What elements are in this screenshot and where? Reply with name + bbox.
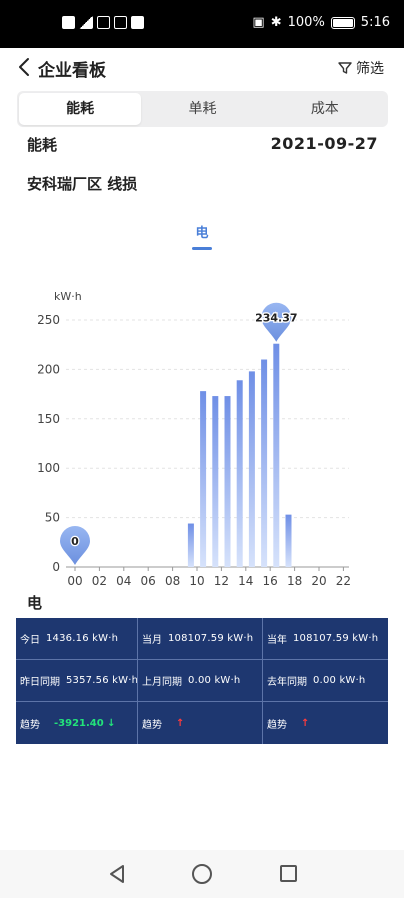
stats-value: 0.00 kW·h xyxy=(313,675,366,686)
chart-bar xyxy=(212,396,219,567)
stats-cell: 今日 1436.16 kW·h xyxy=(16,618,138,660)
battery-percent: 100% xyxy=(287,15,325,30)
energy-type-tab-electricity[interactable]: 电 xyxy=(195,226,209,241)
stats-cell: 当年 108107.59 kW·h xyxy=(263,618,388,660)
tab-energy[interactable]: 能耗 xyxy=(19,93,142,125)
nav-recents-icon[interactable] xyxy=(280,865,297,882)
stats-value: 5357.56 kW·h xyxy=(66,675,138,686)
y-tick-label: 0 xyxy=(52,560,60,574)
trend-value-down: -3921.40 ↓ xyxy=(54,717,116,729)
date-selector[interactable]: 2021-09-27 xyxy=(270,134,378,153)
app-notification-icon xyxy=(97,16,110,29)
category-tabs: 能耗 单耗 成本 xyxy=(17,91,388,127)
y-tick-label: 150 xyxy=(37,412,60,426)
tab-cost[interactable]: 成本 xyxy=(310,101,339,117)
stats-cell: 趋势 ↑ xyxy=(138,702,263,744)
stats-label: 趋势 xyxy=(142,719,162,731)
min-value-marker: 0 xyxy=(60,526,90,565)
x-tick-label: 08 xyxy=(165,574,180,588)
x-tick-label: 06 xyxy=(141,574,156,588)
x-tick-label: 14 xyxy=(238,574,253,588)
active-tab-underline xyxy=(192,247,212,250)
x-tick-label: 12 xyxy=(214,574,229,588)
status-icons-left xyxy=(62,16,144,29)
app-header: 企业看板 筛选 xyxy=(0,48,404,86)
stats-cell: 上月同期 0.00 kW·h xyxy=(138,660,263,702)
chart-bar xyxy=(236,380,243,567)
chart-bar xyxy=(187,523,194,567)
max-value-marker: 234.37 xyxy=(254,302,299,342)
stats-cell: 昨日同期 5357.56 kW·h xyxy=(16,660,138,702)
stats-cell: 当月 108107.59 kW·h xyxy=(138,618,263,660)
x-tick-label: 20 xyxy=(311,574,326,588)
page-title: 企业看板 xyxy=(38,61,106,81)
message-notification-icon xyxy=(131,16,144,29)
stats-label: 去年同期 xyxy=(267,677,307,688)
tab-unit-consumption[interactable]: 单耗 xyxy=(188,101,217,117)
nav-home-icon[interactable] xyxy=(192,864,212,884)
status-icons-right: ▣ ✱ 100% 5:16 xyxy=(252,15,390,30)
sim-icon xyxy=(62,16,75,29)
marker-label: 234.37 xyxy=(255,312,297,325)
y-tick-label: 50 xyxy=(45,511,60,525)
stats-table: 今日 1436.16 kW·h 当月 108107.59 kW·h 当年 108107.5… xyxy=(16,618,388,744)
x-tick-label: 04 xyxy=(116,574,131,588)
x-tick-label: 22 xyxy=(336,574,351,588)
x-tick-label: 16 xyxy=(263,574,278,588)
stats-value: 0.00 kW·h xyxy=(188,675,241,686)
chart-bar xyxy=(261,359,268,567)
stats-label: 当月 xyxy=(142,635,162,646)
camera-notification-icon xyxy=(114,16,127,29)
stats-label: 昨日同期 xyxy=(20,677,60,688)
chart-bar xyxy=(200,391,207,567)
stats-value: 108107.59 kW·h xyxy=(293,633,379,644)
y-tick-label: 100 xyxy=(37,461,60,475)
y-axis-unit-label: kW·h xyxy=(54,290,82,303)
stats-cell: 趋势 -3921.40 ↓ xyxy=(16,702,138,744)
stats-label: 趋势 xyxy=(20,719,40,731)
stats-label: 今日 xyxy=(20,635,40,646)
nfc-icon: ▣ xyxy=(252,15,265,30)
table-title: 电 xyxy=(27,594,43,612)
stats-value: 108107.59 kW·h xyxy=(168,633,254,644)
marker-pin xyxy=(261,302,292,342)
clock: 5:16 xyxy=(360,15,390,30)
chart-bar xyxy=(273,343,280,567)
area-subtitle: 安科瑞厂区 线损 xyxy=(27,175,138,193)
filter-label: 筛选 xyxy=(356,61,384,77)
x-tick-label: 18 xyxy=(287,574,302,588)
section-title: 能耗 xyxy=(27,136,58,154)
stats-value: 1436.16 kW·h xyxy=(46,633,119,644)
nav-back-icon[interactable] xyxy=(108,864,126,884)
x-tick-label: 00 xyxy=(67,574,82,588)
x-tick-label: 10 xyxy=(189,574,204,588)
x-tick-label: 02 xyxy=(92,574,107,588)
filter-button[interactable]: 筛选 xyxy=(337,58,384,78)
trend-value-up: ↑ xyxy=(176,717,185,729)
bluetooth-icon: ✱ xyxy=(270,15,282,30)
y-tick-label: 200 xyxy=(37,362,60,376)
trend-value-up: ↑ xyxy=(301,717,310,729)
system-nav-bar xyxy=(0,850,404,898)
signal-icon xyxy=(79,16,93,29)
y-tick-label: 250 xyxy=(37,313,60,327)
stats-label: 当年 xyxy=(267,635,287,646)
marker-pin xyxy=(60,526,90,565)
status-bar: ▣ ✱ 100% 5:16 xyxy=(0,0,404,48)
stats-label: 上月同期 xyxy=(142,677,182,688)
filter-icon xyxy=(338,62,352,74)
chart-bar xyxy=(285,514,292,567)
stats-label: 趋势 xyxy=(267,719,287,731)
battery-icon xyxy=(330,16,355,29)
marker-label: 0 xyxy=(71,535,79,548)
chart-bar xyxy=(224,396,231,567)
back-arrow-icon[interactable] xyxy=(16,57,34,77)
chart-bar xyxy=(248,371,255,567)
stats-cell: 去年同期 0.00 kW·h xyxy=(263,660,388,702)
stats-cell: 趋势 ↑ xyxy=(263,702,388,744)
